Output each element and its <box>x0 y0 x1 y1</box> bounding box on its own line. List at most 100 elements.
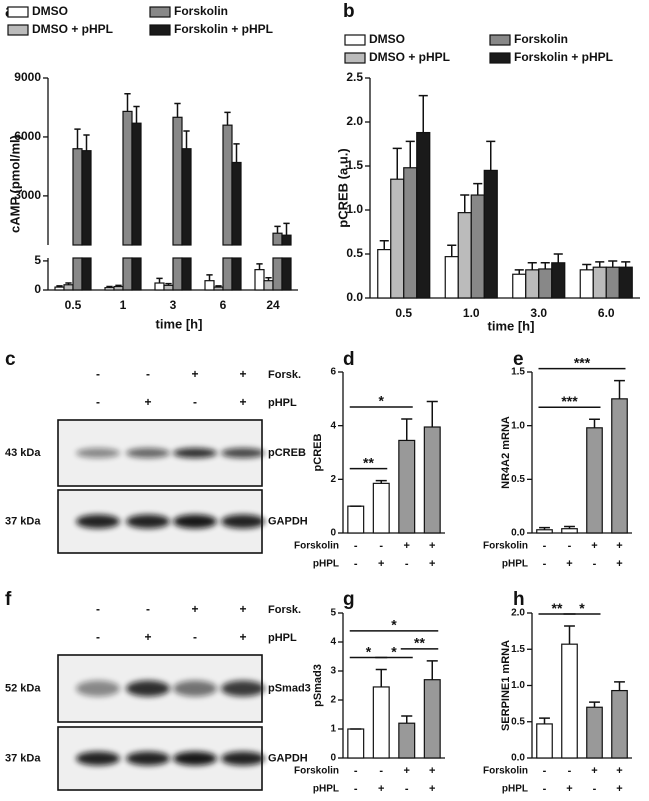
error-bar <box>614 379 625 399</box>
error-bar <box>233 143 240 163</box>
condition-label: pHPL <box>313 559 339 570</box>
condition-sign: + <box>429 765 435 777</box>
error-bar <box>514 269 524 275</box>
legend-swatch <box>149 6 171 18</box>
legend-swatch <box>7 24 29 36</box>
bar <box>538 268 553 299</box>
y-tick-label: 3000 <box>14 188 41 202</box>
condition-sign: - <box>354 558 358 570</box>
error-bar <box>527 262 537 270</box>
blot-band <box>126 751 170 766</box>
error-bar <box>183 130 190 149</box>
legend-label: Forskolin <box>514 32 568 46</box>
legend-swatch <box>344 34 366 46</box>
condition-sign: + <box>378 558 384 570</box>
error-bar <box>165 282 172 286</box>
bar <box>586 427 603 534</box>
y-tick-label: 1.5 <box>511 367 525 378</box>
error-bar <box>83 134 90 151</box>
bar <box>231 161 242 246</box>
bar <box>423 679 441 759</box>
condition-sign: - <box>146 367 150 381</box>
condition-sign: + <box>239 602 246 616</box>
error-bar <box>375 668 387 687</box>
condition-sign: - <box>354 540 358 552</box>
x-axis-label: time [h] <box>156 316 203 331</box>
y-axis-label: NR4A2 mRNA <box>500 416 512 489</box>
significance-label: * <box>366 643 372 659</box>
panel-letter: h <box>513 589 525 610</box>
condition-label: Forskolin <box>483 541 528 552</box>
significance-label: ** <box>552 600 563 616</box>
significance-label: * <box>379 393 385 409</box>
error-bar <box>582 263 592 270</box>
y-tick-label: 1 <box>330 724 336 735</box>
significance-label: *** <box>561 393 578 409</box>
y-tick-label: 3 <box>330 666 336 677</box>
bar <box>525 269 540 299</box>
bar <box>213 286 224 291</box>
legend-swatch <box>149 24 171 36</box>
error-bar <box>401 715 413 724</box>
condition-sign: - <box>568 765 572 777</box>
condition-label: Forskolin <box>294 766 339 777</box>
panel-letter: b <box>343 1 355 22</box>
band-size: 37 kDa <box>5 515 41 527</box>
y-tick-label: 0.0 <box>511 753 525 764</box>
condition-sign: - <box>146 602 150 616</box>
bar <box>113 285 124 291</box>
bar <box>163 284 174 291</box>
y-tick-label: 2.5 <box>346 70 363 84</box>
condition-sign: - <box>354 783 358 795</box>
blot-band <box>173 448 217 458</box>
error-bar <box>564 525 575 529</box>
error-bar <box>156 277 163 284</box>
condition-sign: - <box>193 395 197 409</box>
error-bar <box>65 282 72 285</box>
error-bar <box>274 225 281 234</box>
blot-band <box>76 751 120 766</box>
y-tick-label: 4 <box>330 637 336 648</box>
condition-sign: - <box>354 765 358 777</box>
error-bar <box>460 194 470 213</box>
condition-label: Forskolin <box>294 541 339 552</box>
bar <box>536 723 553 759</box>
bar <box>263 280 274 291</box>
condition-sign: + <box>616 765 622 777</box>
condition-sign: + <box>144 395 151 409</box>
y-tick-label: 0 <box>34 282 41 296</box>
condition-sign: + <box>616 783 622 795</box>
bar <box>281 234 292 246</box>
bar <box>347 728 365 759</box>
legend-label: DMSO + pHPL <box>369 50 450 64</box>
error-bar <box>621 261 631 268</box>
error-bar <box>133 105 140 124</box>
error-bar <box>174 102 181 118</box>
error-bar <box>564 625 575 645</box>
y-tick-label: 5 <box>330 608 336 619</box>
bar <box>611 398 628 534</box>
bar <box>222 124 233 246</box>
legend-label: DMSO + pHPL <box>32 22 113 36</box>
condition-sign: + <box>591 765 597 777</box>
bar <box>592 266 607 299</box>
condition-sign: + <box>191 602 198 616</box>
condition-sign: + <box>566 558 572 570</box>
y-tick-label: 5 <box>34 253 41 267</box>
blot-band <box>126 680 170 697</box>
bar <box>618 266 633 299</box>
bar <box>512 273 527 299</box>
bar <box>122 110 133 246</box>
condition-sign: - <box>379 540 383 552</box>
y-tick-label: 0 <box>330 528 336 539</box>
error-bar <box>539 717 550 724</box>
legend-label: Forskolin + pHPL <box>174 22 273 36</box>
error-bar <box>256 263 263 270</box>
bar <box>398 439 416 534</box>
condition-sign: - <box>593 558 597 570</box>
y-tick-label: 0.5 <box>511 716 525 727</box>
condition-sign: - <box>405 558 409 570</box>
condition-sign: + <box>429 558 435 570</box>
bar <box>122 257 133 291</box>
legend-swatch <box>489 52 511 64</box>
